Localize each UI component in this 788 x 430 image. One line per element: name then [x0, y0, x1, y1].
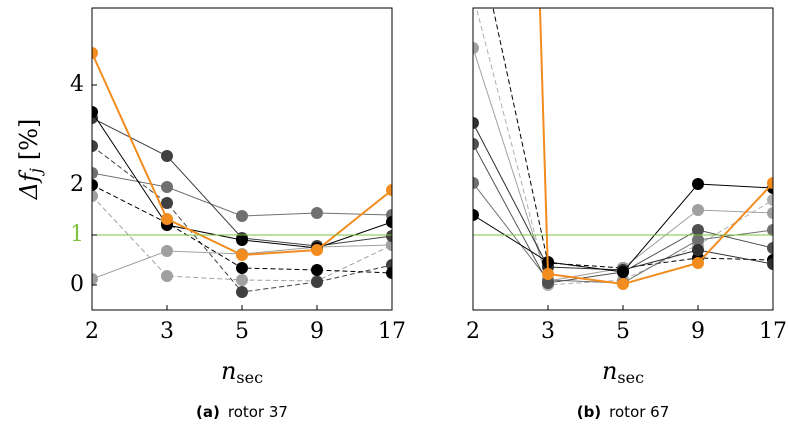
x-tick-label: 2: [466, 319, 480, 344]
marker: [92, 190, 98, 202]
y-axis-label: Δfj [%]: [15, 119, 45, 201]
marker: [386, 239, 392, 251]
marker: [161, 150, 173, 162]
caption-label: (a): [196, 403, 220, 421]
marker: [236, 262, 248, 274]
axes-frame: [472, 7, 774, 311]
marker: [92, 140, 98, 152]
y-tick-label: 1: [70, 222, 84, 247]
marker: [542, 277, 554, 289]
plot-area: [467, 0, 773, 291]
caption: (a) rotor 37: [196, 403, 288, 421]
y-label-main: Δf: [15, 169, 43, 200]
x-tick-label: 9: [310, 319, 324, 344]
marker: [236, 249, 248, 261]
marker: [692, 257, 704, 269]
y-tick-label: 4: [70, 72, 84, 97]
marker: [161, 213, 173, 225]
marker: [473, 117, 479, 129]
marker: [767, 224, 773, 236]
marker: [236, 210, 248, 222]
marker: [692, 234, 704, 246]
marker: [767, 207, 773, 219]
marker: [92, 47, 98, 59]
marker: [473, 42, 479, 54]
caption: (b) rotor 67: [577, 403, 670, 421]
series-line: [92, 111, 392, 249]
marker: [311, 264, 323, 276]
marker: [386, 216, 392, 228]
marker: [311, 276, 323, 288]
marker: [311, 244, 323, 256]
x-tick-label: 2: [85, 319, 99, 344]
marker: [386, 230, 392, 242]
series-line: [473, 47, 773, 282]
x-label-main: n: [602, 357, 617, 385]
series-line: [492, 8, 773, 269]
axes-frame: [91, 7, 393, 311]
marker: [767, 177, 773, 189]
marker: [236, 274, 248, 286]
x-tick-label: 17: [378, 319, 406, 344]
marker: [92, 273, 98, 285]
y-label-sub: j: [26, 168, 45, 176]
marker: [311, 207, 323, 219]
marker: [92, 106, 98, 118]
marker: [161, 197, 173, 209]
y-tick-label: 2: [70, 172, 84, 197]
marker: [161, 270, 173, 282]
caption-label: (b): [577, 403, 601, 421]
x-tick-label: 17: [759, 319, 787, 344]
x-axis-label: nsec: [602, 357, 644, 387]
marker: [161, 181, 173, 193]
marker: [92, 167, 98, 179]
marker: [473, 209, 479, 221]
marker: [467, 0, 479, 1]
marker: [692, 244, 704, 256]
marker: [473, 138, 479, 150]
marker: [386, 267, 392, 279]
x-tick-label: 3: [160, 319, 174, 344]
x-axis-label: nsec: [221, 357, 263, 387]
marker: [161, 245, 173, 257]
marker: [692, 178, 704, 190]
marker: [767, 258, 773, 270]
caption-text: rotor 67: [609, 403, 669, 421]
marker: [617, 266, 629, 278]
x-label-sub: sec: [236, 368, 263, 387]
marker: [473, 177, 479, 189]
marker: [767, 242, 773, 254]
series-line: [92, 52, 392, 257]
x-tick-label: 3: [541, 319, 555, 344]
marker: [236, 234, 248, 246]
y-tick-label: 0: [70, 272, 84, 297]
marker: [617, 278, 629, 290]
y-label-unit: [%]: [15, 119, 43, 161]
x-label-sub: sec: [617, 368, 644, 387]
x-label-main: n: [221, 357, 236, 385]
marker: [542, 268, 554, 280]
marker: [767, 194, 773, 206]
marker: [692, 224, 704, 236]
marker: [692, 204, 704, 216]
series-line: [475, 8, 773, 286]
marker: [386, 184, 392, 196]
x-tick-label: 5: [235, 319, 249, 344]
series-line: [473, 122, 773, 271]
caption-text: rotor 37: [228, 403, 288, 421]
x-tick-label: 9: [691, 319, 705, 344]
marker: [236, 286, 248, 298]
x-tick-label: 5: [616, 319, 630, 344]
plot-area: [92, 47, 392, 298]
